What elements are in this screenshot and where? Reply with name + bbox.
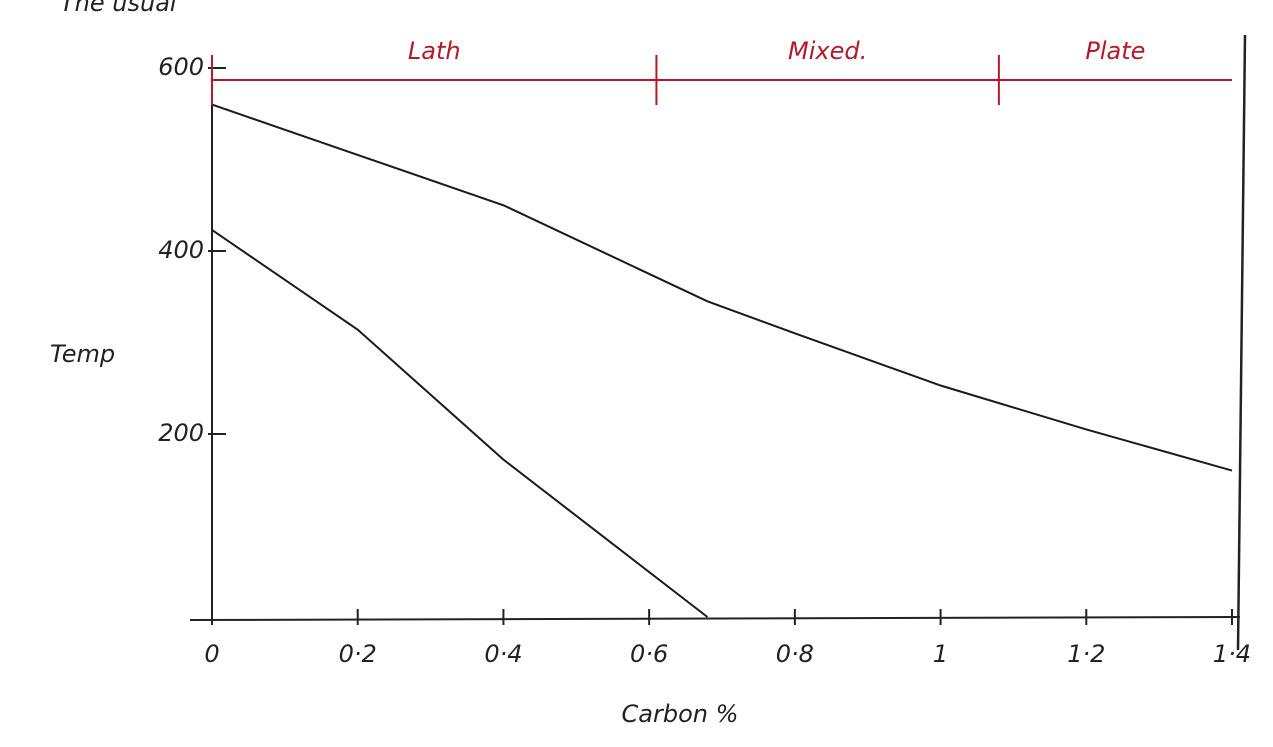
x-tick-label: 0·2	[339, 640, 377, 668]
y-axis-label: Temp	[50, 340, 115, 368]
x-tick-label: 0·8	[776, 640, 814, 668]
region-label: Plate	[1085, 37, 1145, 65]
chart: The usual Temp Carbon % 0 0·2 0·4 0·6 0·8 1 1·…	[0, 0, 1273, 747]
x-axis-label: Carbon %	[622, 700, 739, 728]
region-label: Mixed.	[788, 37, 867, 65]
x-tick-label: 0·4	[484, 640, 522, 668]
x-tick-label: 0	[204, 640, 219, 668]
series-line	[212, 105, 1232, 471]
series-line	[212, 230, 707, 617]
x-tick-label: 1·4	[1213, 640, 1251, 668]
y-tick-label: 400	[158, 236, 204, 264]
y-tick-label: 600	[158, 53, 204, 81]
x-tick-label: 0·6	[630, 640, 668, 668]
heading: The usual	[60, 0, 177, 17]
x-tick-label: 1·2	[1067, 640, 1105, 668]
x-axis	[190, 617, 1240, 620]
right-border	[1238, 35, 1245, 650]
x-tick-label: 1	[933, 640, 948, 668]
y-tick-label: 200	[158, 419, 204, 447]
region-label: Lath	[408, 37, 461, 65]
